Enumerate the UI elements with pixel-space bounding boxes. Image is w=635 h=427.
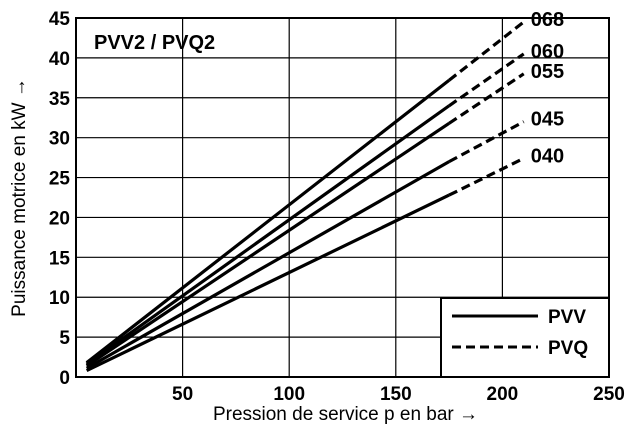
series-055: 055 [85,61,564,368]
series-line-pvv [85,121,450,368]
y-tick-label: 0 [59,368,70,389]
series-040: 040 [85,145,564,373]
series-line-pvv [85,78,451,364]
x-tick-label: 150 [380,384,412,405]
legend-label-pvq: PVQ [548,338,588,359]
y-tick-labels: 0 5 10 15 20 25 30 35 40 45 [49,9,71,389]
y-tick-label: 10 [49,288,70,309]
series-line-pvv [85,104,451,366]
y-tick-label: 35 [49,89,71,110]
x-tick-labels: 50 100 150 200 250 [172,384,625,405]
legend-label-pvv: PVV [548,307,586,328]
y-tick-label: 15 [49,248,71,269]
x-axis-label: Pression de service p en bar → [213,404,478,425]
series-line-pvv [85,160,450,370]
grid [76,18,609,377]
series-line-pvq [448,20,525,82]
series-line-pvq [448,120,525,164]
series-line-pvq [448,72,525,125]
chart-title: PVV2 / PVQ2 [94,32,215,54]
series-line-pvq [448,52,525,108]
series-label: 040 [531,145,564,167]
x-tick-label: 250 [593,384,625,405]
y-tick-label: 30 [49,129,70,150]
series-line-pvq [448,156,525,197]
x-tick-label: 200 [487,384,519,405]
y-tick-label: 20 [49,208,70,229]
x-tick-label: 50 [172,384,193,405]
series-line-pvv [85,193,450,373]
plot-frame [75,17,610,378]
y-tick-label: 45 [49,9,71,30]
y-tick-label: 5 [59,328,70,349]
x-tick-label: 100 [273,384,305,405]
series-label: 045 [531,109,564,131]
series-060: 060 [85,41,564,366]
series-label: 060 [531,41,564,63]
y-axis-label: Puissance motrice en kW → [9,78,30,317]
series-068: 068 [85,9,564,364]
series-045: 045 [85,109,564,370]
series-label: 068 [531,9,564,31]
y-tick-label: 40 [49,49,70,70]
y-tick-label: 25 [49,169,71,190]
legend: PVV PVQ [440,297,610,378]
legend-box [440,297,610,378]
series-label: 055 [531,61,564,83]
